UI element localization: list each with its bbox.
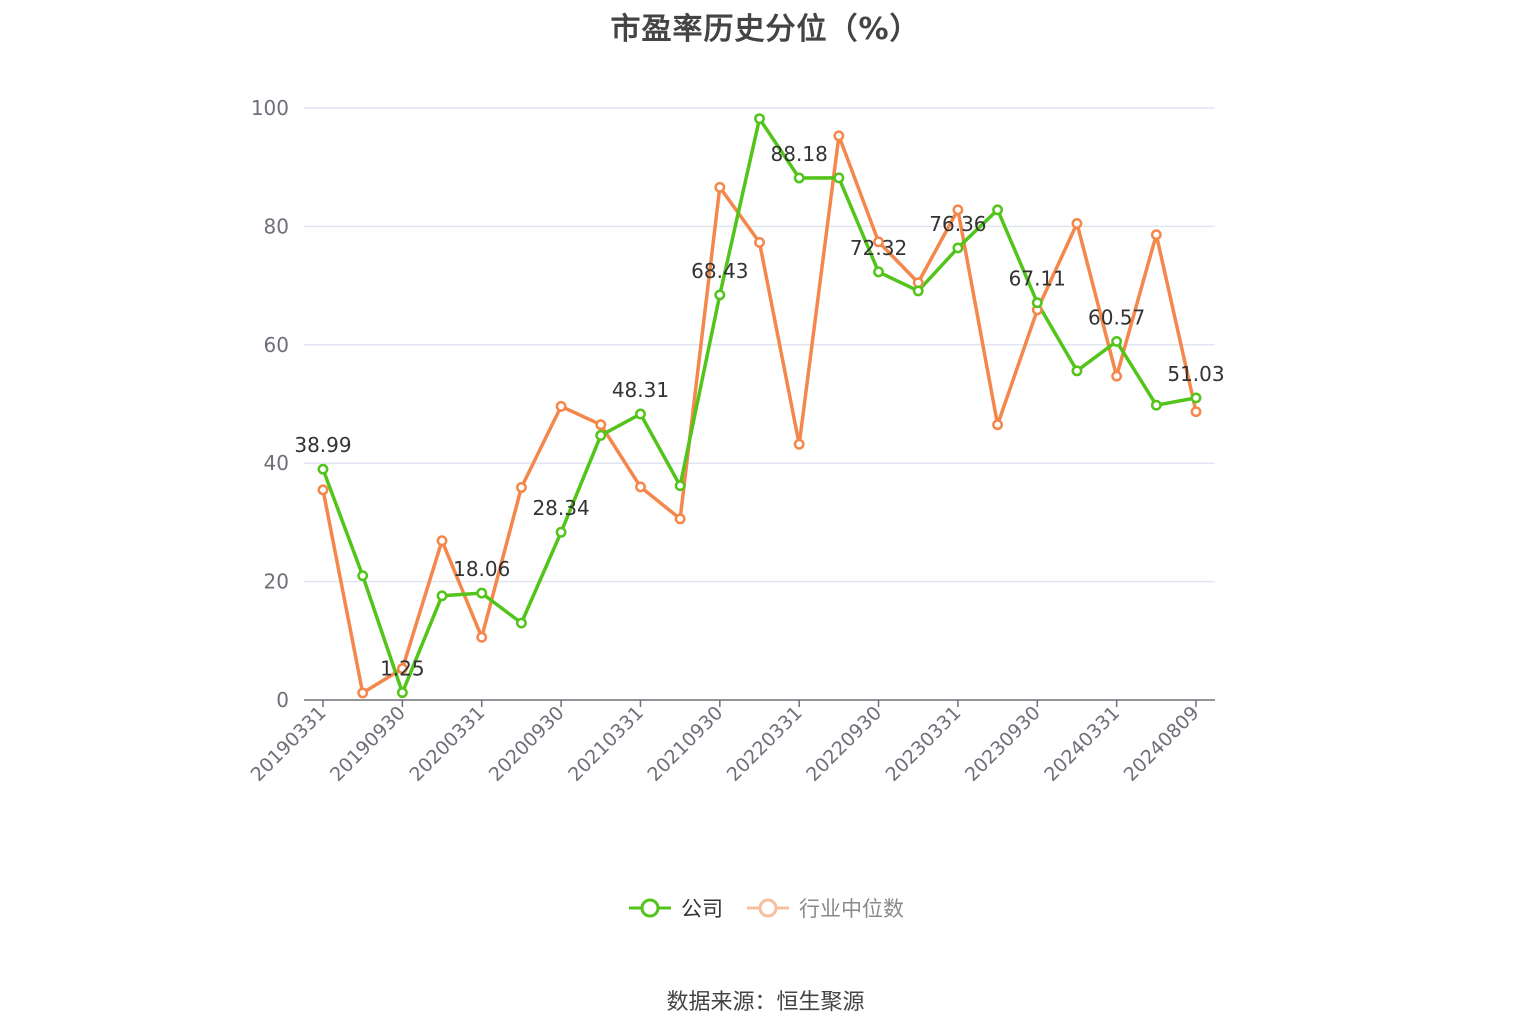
data-point-industry [714, 181, 726, 193]
data-point-industry [1071, 217, 1083, 229]
x-tick-label: 20210331 [564, 702, 648, 786]
data-point-company [1031, 297, 1043, 309]
y-tick-label: 40 [264, 451, 289, 475]
data-point-industry [754, 236, 765, 248]
x-tick-label: 20220930 [802, 702, 886, 786]
legend-label-industry: 行业中位数 [799, 897, 904, 921]
data-point-industry [992, 419, 1004, 431]
data-label: 28.34 [532, 496, 589, 520]
x-tick-label: 20210930 [643, 702, 727, 786]
data-point-industry [476, 631, 488, 643]
data-point-company [635, 408, 646, 420]
data-point-industry [1150, 229, 1162, 241]
data-label: 1.25 [380, 657, 425, 681]
data-point-company [793, 172, 805, 184]
data-point-company [555, 526, 567, 538]
data-point-company [595, 429, 607, 441]
legend-item-industry[interactable]: 行业中位数 [745, 893, 904, 923]
y-tick-label: 80 [264, 214, 289, 238]
y-tick-label: 100 [251, 96, 289, 120]
data-point-company [515, 617, 527, 629]
data-point-company [476, 587, 488, 599]
data-point-company [754, 113, 765, 125]
data-point-industry [595, 419, 607, 431]
data-point-industry [635, 481, 646, 493]
data-label: 60.57 [1088, 305, 1145, 329]
series-layer [317, 113, 1202, 699]
data-label-layer: 38.99 1.25 18.06 28.34 48.31 68.43 88.18 72.32 7… [294, 142, 1224, 681]
data-label: 88.18 [771, 142, 828, 166]
data-point-industry [873, 236, 884, 248]
axis-layer: 0 20 40 60 80 100 2019033120190930202003312020… [247, 96, 1215, 786]
x-tick-label: 20220331 [723, 702, 807, 786]
x-tick-label: 20240809 [1120, 702, 1204, 786]
data-point-company [317, 463, 329, 475]
data-label: 76.36 [929, 212, 986, 236]
data-point-industry [436, 535, 448, 547]
x-tick-label: 20190331 [247, 702, 331, 786]
data-point-company [436, 590, 448, 602]
data-point-company [992, 204, 1004, 216]
data-point-industry [515, 482, 527, 493]
data-label: 67.11 [1009, 267, 1066, 291]
chart-title: 市盈率历史分位（%） [610, 12, 921, 47]
data-point-company [674, 480, 686, 492]
data-label: 68.43 [691, 259, 748, 283]
data-point-industry [357, 687, 369, 699]
y-tick-label: 60 [264, 333, 289, 357]
legend: 公司 行业中位数 [0, 893, 1531, 923]
data-label: 72.32 [850, 236, 907, 260]
data-point-industry [833, 130, 845, 142]
data-label: 38.99 [294, 433, 351, 457]
y-tick-label: 0 [276, 688, 289, 712]
x-tick-label: 20230331 [881, 702, 965, 786]
data-point-industry [952, 204, 964, 216]
data-label: 48.31 [612, 378, 669, 402]
data-point-company [912, 285, 924, 297]
data-point-company [1190, 392, 1202, 404]
data-point-industry [396, 663, 408, 675]
data-point-company [1150, 399, 1162, 411]
data-point-company [873, 266, 884, 278]
series-line-company [321, 116, 1197, 695]
y-tick-label: 20 [264, 570, 289, 594]
x-tick-label: 20200331 [405, 702, 489, 786]
data-point-industry [317, 484, 329, 496]
legend-label-company: 公司 [681, 897, 723, 921]
data-point-company [1111, 335, 1123, 347]
legend-industry-marker-icon [747, 898, 789, 918]
x-tick-label: 20240331 [1040, 702, 1124, 786]
data-label: 18.06 [453, 557, 510, 581]
data-point-industry [555, 400, 567, 412]
legend-item-company[interactable]: 公司 [627, 893, 723, 923]
data-label: 51.03 [1167, 362, 1224, 386]
x-tick-label: 20230930 [961, 702, 1045, 786]
data-point-industry [1190, 406, 1202, 418]
data-source: 数据来源：恒生聚源 [666, 990, 865, 1015]
x-tick-label: 20190930 [326, 702, 410, 786]
legend-company-marker-icon [629, 898, 671, 918]
data-point-company [357, 570, 369, 582]
x-tick-label: 20200930 [485, 702, 569, 786]
data-point-company [952, 242, 964, 254]
data-point-company [833, 172, 845, 184]
grid-layer [304, 107, 1215, 583]
series-line-industry [321, 134, 1198, 695]
data-point-company [1071, 365, 1083, 377]
data-point-industry [793, 438, 805, 450]
data-point-company [714, 289, 726, 301]
data-point-industry [674, 513, 686, 525]
data-point-company [396, 687, 408, 699]
data-point-industry [1111, 370, 1123, 382]
